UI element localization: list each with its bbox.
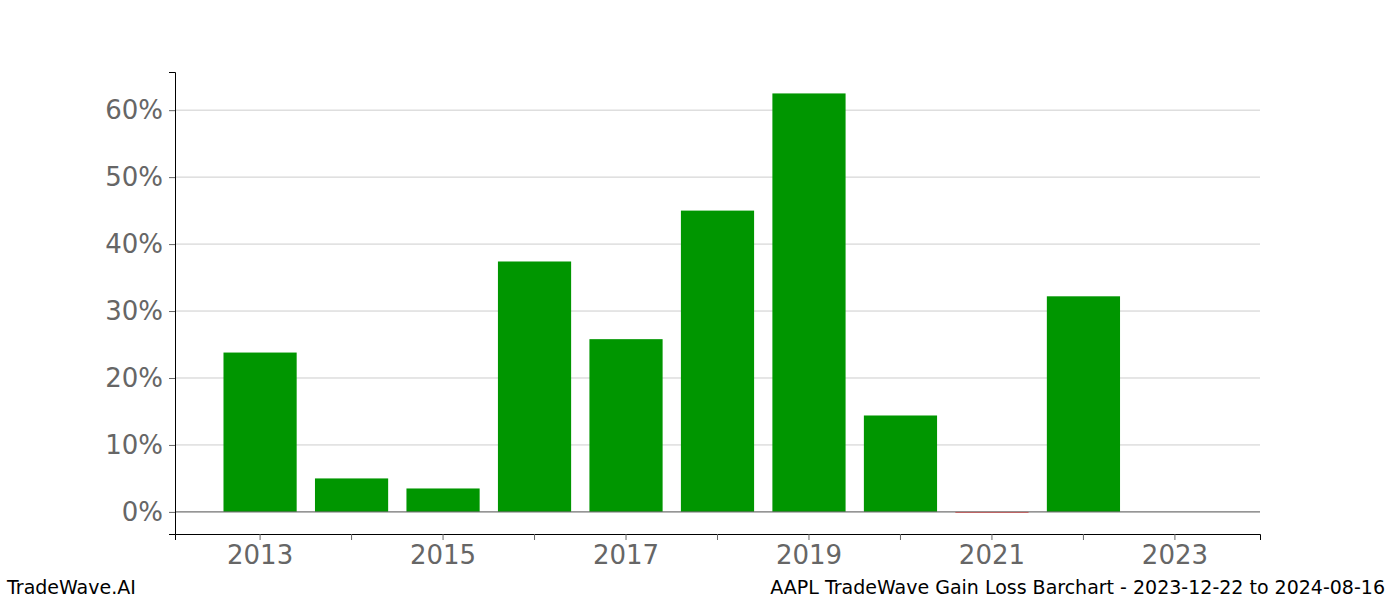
y-tick-label: 50%: [105, 162, 163, 192]
x-tick-label: 2023: [1142, 540, 1208, 570]
grid: [175, 110, 1260, 512]
y-tick: 10%: [105, 430, 175, 460]
x-tick: [717, 534, 718, 540]
annotation: TradeWave.AI: [6, 576, 136, 598]
y-tick: 50%: [105, 162, 175, 192]
x-tick: [1083, 534, 1084, 540]
title: AAPL TradeWave Gain Loss Barchart - 2023…: [770, 576, 1385, 598]
grid-line: [175, 110, 1260, 111]
y-tick: 0%: [122, 497, 175, 527]
chart: 0% 10% 20% 30% 40% 50% 60% 2013 2015 2017 2019 2021…: [0, 0, 1400, 600]
bar: [406, 488, 479, 511]
y-tick-label: 40%: [105, 229, 163, 259]
y-tick-label: 30%: [105, 296, 163, 326]
x-tick: 2021: [959, 534, 1025, 570]
bars: [223, 93, 1120, 512]
x-tick-mark: [900, 534, 901, 540]
y-tick-mark: [169, 177, 175, 178]
x-tick-mark: [808, 534, 809, 540]
x-tick: 2019: [776, 534, 842, 570]
y-tick-label: 20%: [105, 363, 163, 393]
bar: [864, 415, 937, 511]
x-tick-label: 2019: [776, 540, 842, 570]
grid-line: [175, 177, 1260, 178]
x-tick-mark: [626, 534, 627, 540]
y-axis: 0% 10% 20% 30% 40% 50% 60%: [105, 73, 175, 535]
y-axis-line: [169, 73, 176, 535]
x-axis: 2013 2015 2017 2019 2021 2023: [176, 534, 1261, 570]
x-tick-label: 2021: [959, 540, 1025, 570]
x-tick: [900, 534, 901, 540]
y-tick-mark: [169, 445, 175, 446]
y-tick-label: 10%: [105, 430, 163, 460]
y-tick-mark: [169, 110, 175, 111]
y-tick: 20%: [105, 363, 175, 393]
y-tick-mark: [169, 244, 175, 245]
x-tick-mark: [260, 534, 261, 540]
y-tick-label: 0%: [122, 497, 163, 527]
x-tick-mark: [443, 534, 444, 540]
zero-line: [175, 511, 1260, 512]
bar: [589, 339, 662, 512]
x-tick-mark: [1083, 534, 1084, 540]
x-tick: [534, 534, 535, 540]
x-tick: 2023: [1142, 534, 1208, 570]
bar: [223, 353, 296, 512]
y-tick-mark: [169, 311, 175, 312]
y-tick-label: 60%: [105, 95, 163, 125]
x-axis-line: [176, 535, 1261, 541]
y-tick-mark: [169, 512, 175, 513]
x-tick: [351, 534, 352, 540]
x-tick-mark: [534, 534, 535, 540]
x-tick: 2015: [410, 534, 476, 570]
bar: [772, 93, 845, 511]
x-tick-label: 2017: [593, 540, 659, 570]
x-tick: 2013: [227, 534, 293, 570]
x-tick-mark: [351, 534, 352, 540]
x-tick-label: 2013: [227, 540, 293, 570]
bar: [498, 261, 571, 511]
x-tick-mark: [1174, 534, 1175, 540]
grid-line: [175, 511, 1260, 512]
y-tick: 60%: [105, 95, 175, 125]
bar: [315, 478, 388, 511]
x-tick-mark: [717, 534, 718, 540]
x-tick-mark: [991, 534, 992, 540]
x-tick-label: 2015: [410, 540, 476, 570]
bar: [681, 211, 754, 512]
y-tick-mark: [169, 378, 175, 379]
y-tick: 40%: [105, 229, 175, 259]
bar: [1047, 296, 1120, 512]
x-tick: 2017: [593, 534, 659, 570]
y-tick: 30%: [105, 296, 175, 326]
